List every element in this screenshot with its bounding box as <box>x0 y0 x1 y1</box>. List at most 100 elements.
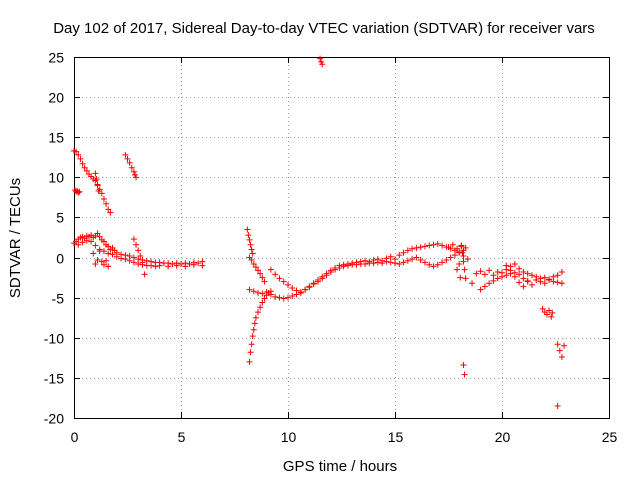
data-point <box>126 257 133 264</box>
data-point <box>533 277 540 284</box>
data-point <box>457 274 464 281</box>
data-point <box>524 270 531 277</box>
data-point <box>336 264 343 271</box>
series-arc-i <box>244 226 256 257</box>
data-point <box>261 278 268 285</box>
data-point <box>133 241 140 248</box>
data-point <box>409 256 416 263</box>
series-arc-d <box>122 151 140 181</box>
series-arc-y <box>554 402 561 409</box>
data-point <box>199 262 206 269</box>
data-point <box>252 314 259 321</box>
x-tick-label: 20 <box>495 429 511 445</box>
data-point <box>248 256 255 263</box>
data-point <box>289 293 296 300</box>
data-point <box>249 333 256 340</box>
data-point <box>246 358 253 365</box>
y-axis-label: SDTVAR / TECUs <box>7 178 24 298</box>
y-tick-label: 5 <box>56 210 64 226</box>
data-point <box>548 313 555 320</box>
data-point <box>454 245 461 252</box>
data-point <box>95 187 102 194</box>
y-tick-label: -5 <box>52 291 65 307</box>
x-axis-label: GPS time / hours <box>283 458 397 475</box>
data-point <box>257 270 264 277</box>
data-point <box>374 259 381 266</box>
data-point <box>413 244 420 251</box>
data-point <box>439 242 446 249</box>
y-tick-label: 0 <box>56 251 64 267</box>
data-point <box>75 241 82 248</box>
data-point <box>404 257 411 264</box>
data-point <box>249 250 256 257</box>
data-point <box>558 268 565 275</box>
data-point <box>392 260 398 267</box>
data-point <box>98 190 105 197</box>
data-point <box>75 189 82 196</box>
series-arc-p <box>454 260 464 281</box>
data-point <box>92 260 99 267</box>
series-arc-a <box>71 147 114 216</box>
data-point <box>122 151 129 158</box>
data-point <box>105 250 112 257</box>
data-point <box>259 290 266 297</box>
plot-frame <box>74 57 610 419</box>
data-point <box>494 275 501 282</box>
data-point <box>511 260 518 267</box>
data-point <box>79 239 86 246</box>
data-point <box>105 243 112 250</box>
data-point <box>178 260 184 267</box>
data-point <box>456 248 463 255</box>
data-point <box>507 267 514 274</box>
data-point <box>541 280 548 287</box>
data-point <box>558 354 565 361</box>
data-point <box>244 226 251 233</box>
data-point <box>323 272 330 279</box>
series-arc-v <box>503 262 531 290</box>
x-tick-label: 0 <box>71 429 79 445</box>
data-point <box>462 244 469 251</box>
data-point <box>103 200 110 207</box>
data-point <box>92 170 99 177</box>
data-point <box>469 280 476 287</box>
y-tick-label: -15 <box>44 371 64 387</box>
data-point <box>549 309 556 316</box>
data-point <box>98 258 105 265</box>
data-point <box>543 311 550 318</box>
data-point <box>122 256 129 263</box>
data-point <box>100 238 107 245</box>
series-arc-m <box>246 288 274 365</box>
data-point <box>459 249 466 256</box>
data-point <box>128 164 135 171</box>
data-point <box>245 232 252 239</box>
data-point <box>182 263 189 270</box>
data-point <box>464 256 471 263</box>
data-point <box>558 280 565 287</box>
data-point <box>387 259 394 266</box>
data-point <box>105 263 112 270</box>
x-tick-labels: 0 5 10 15 20 25 <box>71 429 618 445</box>
data-point <box>126 159 133 166</box>
data-point <box>255 267 262 274</box>
data-point <box>246 286 253 293</box>
y-tick-label: 25 <box>48 50 64 66</box>
data-point <box>96 248 103 255</box>
data-point <box>93 175 100 182</box>
data-points <box>71 55 568 409</box>
x-tick-label: 10 <box>281 429 297 445</box>
data-point <box>141 271 148 278</box>
data-point <box>486 267 493 274</box>
data-point <box>417 244 424 251</box>
series-arc-f <box>75 237 206 270</box>
series-arc-g <box>90 248 112 270</box>
data-point <box>396 252 403 259</box>
data-point <box>257 304 264 311</box>
data-point <box>252 264 259 271</box>
data-point <box>96 233 103 240</box>
series-arc-r <box>469 280 476 287</box>
data-point <box>383 258 390 265</box>
series-arc-h <box>130 236 148 278</box>
data-point <box>477 268 484 275</box>
data-point <box>88 238 95 245</box>
